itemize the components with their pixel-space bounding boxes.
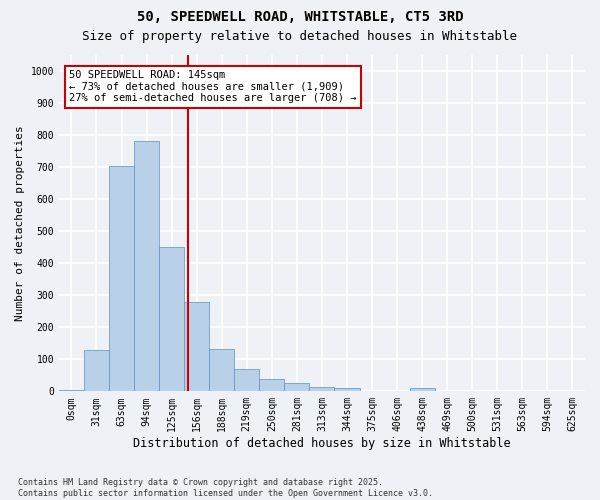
Bar	[284, 384, 310, 392]
Bar	[334, 388, 359, 392]
Bar	[134, 142, 159, 392]
Bar	[84, 350, 109, 392]
Text: 50, SPEEDWELL ROAD, WHITSTABLE, CT5 3RD: 50, SPEEDWELL ROAD, WHITSTABLE, CT5 3RD	[137, 10, 463, 24]
Y-axis label: Number of detached properties: Number of detached properties	[15, 126, 25, 321]
Text: Contains HM Land Registry data © Crown copyright and database right 2025.
Contai: Contains HM Land Registry data © Crown c…	[18, 478, 433, 498]
Text: 50 SPEEDWELL ROAD: 145sqm
← 73% of detached houses are smaller (1,909)
27% of se: 50 SPEEDWELL ROAD: 145sqm ← 73% of detac…	[70, 70, 357, 103]
Bar	[234, 369, 259, 392]
Bar	[184, 302, 209, 392]
Bar	[259, 378, 284, 392]
Text: Size of property relative to detached houses in Whitstable: Size of property relative to detached ho…	[83, 30, 517, 43]
Bar	[159, 247, 184, 392]
X-axis label: Distribution of detached houses by size in Whitstable: Distribution of detached houses by size …	[133, 437, 511, 450]
Bar	[209, 348, 234, 392]
Bar	[310, 386, 334, 392]
Bar	[410, 388, 434, 392]
Bar	[109, 166, 134, 392]
Bar	[59, 390, 84, 392]
